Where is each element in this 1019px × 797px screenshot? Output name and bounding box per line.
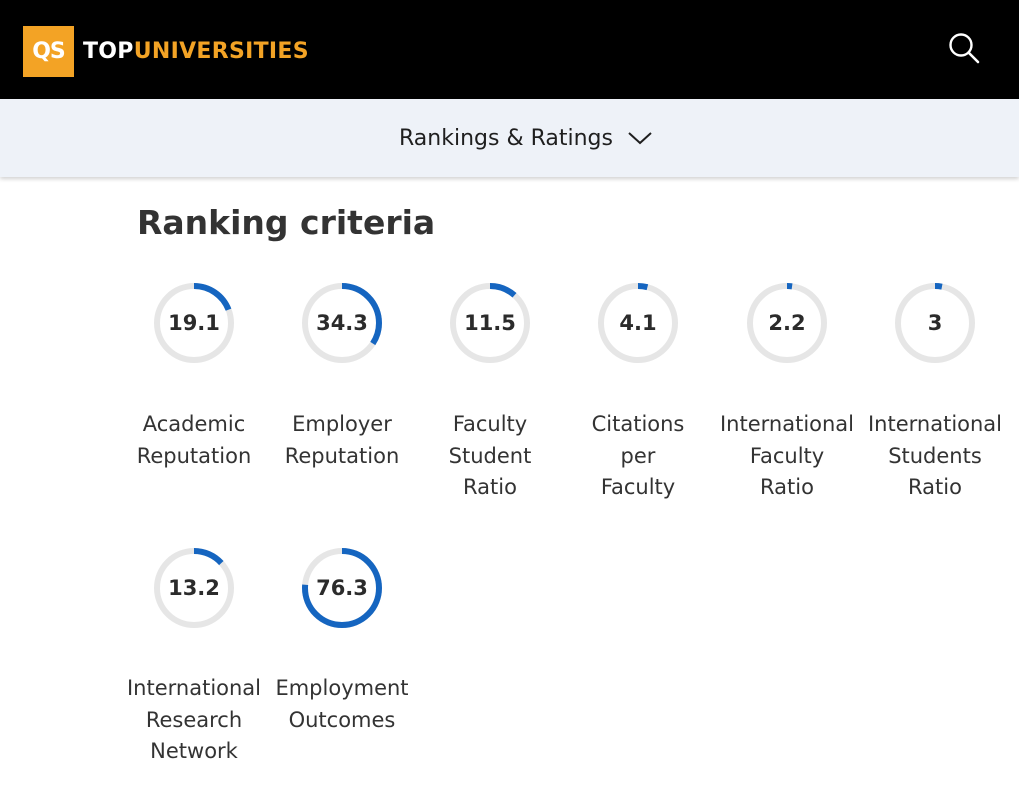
criterion-ring: 76.3: [300, 546, 384, 630]
logo-word-top: TOP: [83, 39, 134, 64]
criterion-label-line: Ratio: [463, 475, 517, 499]
criterion-score: 76.3: [316, 576, 368, 600]
progress-ring: [598, 283, 678, 363]
criterion-ring: 2.2: [745, 281, 829, 365]
criterion-label-line: Employer: [292, 412, 392, 436]
search-button[interactable]: [946, 30, 982, 66]
qs-logo-badge: QS: [23, 26, 74, 77]
criterion-label-line: Employment: [275, 676, 409, 700]
criterion-label: Faculty Student Ratio: [416, 409, 564, 504]
criterion-score: 34.3: [316, 311, 368, 335]
ring-progress-arc: [747, 283, 827, 363]
ring-progress-arc: [302, 548, 382, 628]
criterion-ring: 4.1: [596, 281, 680, 365]
criterion-label-line: Academic: [142, 412, 246, 436]
criterion-score: 2.2: [768, 311, 806, 335]
criterion-label-line: Student: [448, 443, 532, 468]
criterion-label-line: Research: [145, 707, 243, 732]
criterion-label-line: Network: [150, 739, 238, 763]
criterion-score: 11.5: [464, 311, 516, 335]
search-icon: [949, 33, 980, 64]
logo-wordmark: TOPUNIVERSITIES: [83, 39, 309, 64]
criterion-label: International Faculty Ratio: [713, 409, 861, 504]
criterion-label-line: Outcomes: [288, 707, 396, 732]
criterion-label-line: Citations: [591, 412, 685, 436]
ring-progress-arc: [302, 283, 382, 363]
criterion-label-line: Students: [888, 443, 982, 468]
criterion-label-line: International: [867, 412, 1003, 436]
criterion-ring: 19.1: [152, 281, 236, 365]
progress-ring: [154, 283, 234, 363]
criterion-label-line: International: [126, 676, 262, 700]
criterion-ring: 13.2: [152, 546, 236, 630]
ring-progress-arc: [895, 283, 975, 363]
criterion-label-line: Faculty: [452, 412, 528, 436]
site-header: QS TOPUNIVERSITIES: [0, 0, 1019, 99]
criterion-score: 19.1: [168, 311, 220, 335]
topuniversities-logo[interactable]: QS TOPUNIVERSITIES: [23, 26, 309, 77]
ranking-criteria-title: Ranking criteria: [137, 203, 436, 242]
criterion-label: Employment Outcomes: [268, 673, 416, 736]
progress-ring: [450, 283, 530, 363]
criterion-label-line: International: [719, 412, 855, 436]
criterion-label: Academic Reputation: [120, 409, 268, 472]
progress-ring: [154, 548, 234, 628]
criterion-label-line: per: [620, 443, 656, 468]
chevron-down-icon: [628, 132, 652, 145]
criterion-label: International Students Ratio: [861, 409, 1009, 504]
logo-word-universities: UNIVERSITIES: [133, 39, 309, 64]
criterion-label: International Research Network: [120, 673, 268, 768]
criterion-label: Citations per Faculty: [564, 409, 712, 504]
criterion-label-line: Reputation: [136, 443, 252, 468]
ring-progress-arc: [450, 283, 530, 363]
criterion-label-line: Reputation: [284, 443, 400, 468]
secondary-nav: Rankings & Ratings: [0, 99, 1019, 177]
ring-progress-arc: [154, 548, 234, 628]
progress-ring: [895, 283, 975, 363]
rankings-ratings-dropdown[interactable]: Rankings & Ratings: [0, 99, 1019, 177]
criterion-label-line: Faculty: [600, 475, 676, 499]
criterion-label-line: Faculty: [749, 443, 825, 468]
criterion-label-line: Ratio: [908, 475, 962, 499]
ring-progress-arc: [154, 283, 234, 363]
qs-logo-text: QS: [32, 39, 66, 64]
criterion-score: 3: [927, 311, 943, 335]
criterion-score: 4.1: [619, 311, 657, 335]
criterion-label: Employer Reputation: [268, 409, 416, 472]
ring-progress-arc: [598, 283, 678, 363]
criterion-ring: 11.5: [448, 281, 532, 365]
criterion-ring: 3: [893, 281, 977, 365]
progress-ring: [302, 548, 382, 628]
progress-ring: [302, 283, 382, 363]
criterion-label-line: Ratio: [760, 475, 814, 499]
criterion-ring: 34.3: [300, 281, 384, 365]
criterion-score: 13.2: [168, 576, 220, 600]
progress-ring: [747, 283, 827, 363]
rankings-ratings-label: Rankings & Ratings: [399, 125, 613, 151]
